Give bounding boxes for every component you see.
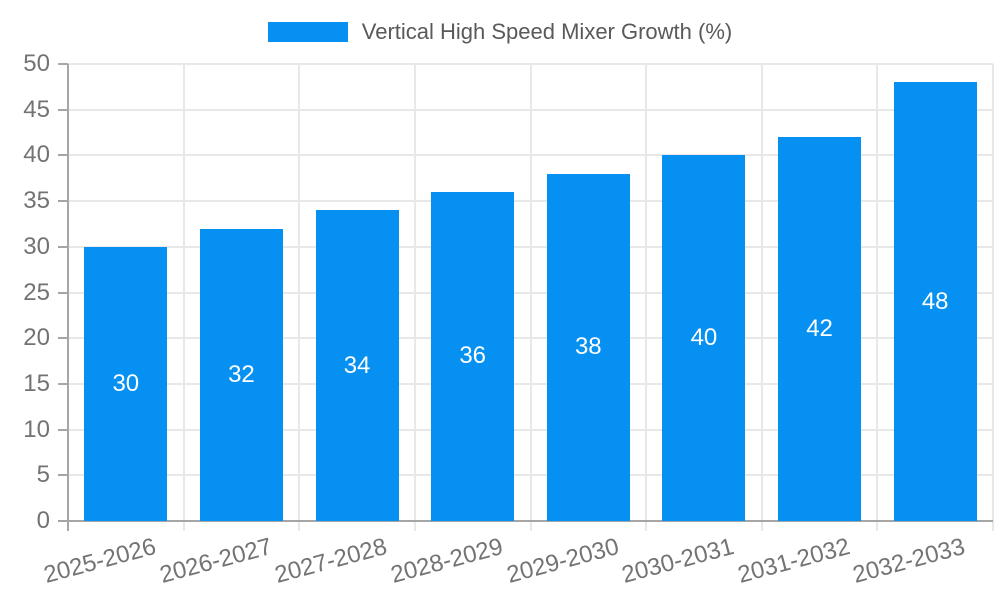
bar[interactable]	[84, 246, 168, 521]
gridline-vertical	[645, 64, 648, 531]
x-tick-label: 2032-2033	[850, 533, 969, 589]
x-tick-label: 2029-2030	[503, 533, 622, 589]
x-tick-label: 2028-2029	[387, 533, 506, 589]
y-tick-label: 5	[36, 461, 50, 489]
y-tick-label: 35	[23, 187, 50, 215]
y-tick	[58, 63, 68, 65]
legend-swatch-icon	[267, 22, 348, 42]
bar[interactable]	[778, 137, 862, 521]
gridline-vertical	[298, 64, 301, 531]
y-tick	[58, 428, 68, 431]
x-tick-label: 2030-2031	[619, 533, 737, 589]
x-tick-label: 2026-2027	[156, 533, 275, 589]
bar-value-label: 36	[459, 342, 487, 370]
gridline-vertical	[992, 64, 994, 531]
bar-value-label: 34	[343, 351, 371, 379]
y-axis	[67, 64, 69, 531]
legend[interactable]: Vertical High Speed Mixer Growth (%)	[0, 14, 1000, 50]
y-tick-label: 15	[23, 369, 50, 397]
x-axis	[58, 520, 993, 522]
y-tick	[58, 382, 68, 385]
bar-value-label: 30	[112, 369, 140, 397]
bar[interactable]	[199, 228, 283, 521]
bar[interactable]	[431, 191, 515, 521]
bar-value-label: 40	[690, 324, 718, 352]
x-tick-label: 2031-2032	[734, 533, 853, 589]
bar-value-label: 32	[228, 360, 255, 388]
y-tick-label: 10	[23, 415, 50, 443]
y-tick-label: 50	[23, 50, 50, 77]
gridline-vertical	[760, 64, 763, 531]
legend-label: Vertical High Speed Mixer Growth (%)	[361, 19, 733, 44]
bar[interactable]	[662, 155, 746, 521]
bar-value-label: 48	[921, 287, 949, 315]
gridline-vertical	[413, 64, 416, 531]
x-tick-label: 2027-2028	[272, 533, 391, 589]
y-tick-label: 25	[23, 278, 50, 306]
bar[interactable]	[546, 173, 630, 521]
y-tick	[58, 474, 68, 477]
bar-value-label: 42	[806, 315, 833, 343]
y-tick	[58, 108, 68, 111]
y-tick-label: 30	[23, 232, 50, 260]
y-tick-label: 40	[23, 141, 50, 169]
y-tick	[58, 291, 68, 294]
y-tick-label: 0	[36, 507, 50, 534]
bar[interactable]	[893, 82, 977, 521]
bar[interactable]	[315, 210, 399, 521]
y-tick-label: 20	[23, 324, 50, 352]
x-tick-label: 2025-2026	[40, 533, 159, 589]
y-tick	[58, 154, 68, 157]
gridline-vertical	[182, 64, 185, 531]
y-tick	[58, 245, 68, 248]
y-tick	[58, 200, 68, 203]
y-tick	[58, 337, 68, 340]
y-tick-label: 45	[23, 95, 50, 123]
bar-value-label: 38	[574, 333, 602, 361]
gridline-vertical	[529, 64, 532, 531]
gridline-vertical	[876, 64, 879, 531]
